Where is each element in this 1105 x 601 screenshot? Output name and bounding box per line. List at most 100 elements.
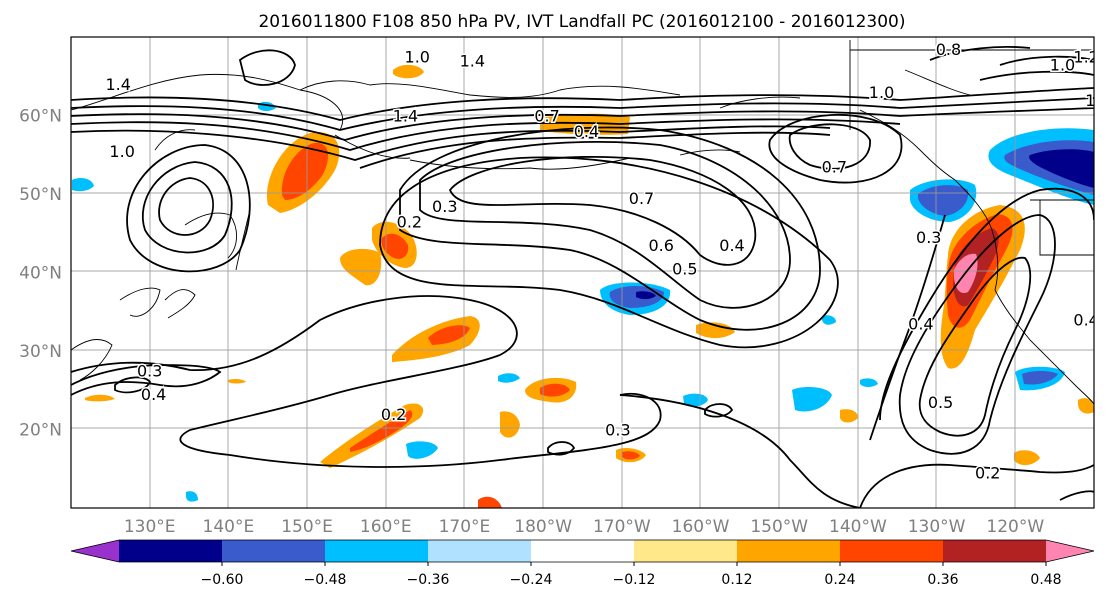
contour-label: 0.2 — [397, 212, 422, 231]
lat-label: 50°N — [19, 185, 62, 205]
contour-line — [929, 46, 1031, 61]
contour-label: 0.7 — [822, 158, 847, 177]
contour-label: 0.6 — [648, 236, 673, 255]
colorbar-swatch — [531, 540, 635, 562]
figure-title: 2016011800 F108 850 hPa PV, IVT Landfall… — [258, 12, 905, 32]
contour-line — [71, 118, 901, 151]
contour-line — [71, 97, 1094, 131]
contour-label-halo: 0.2 — [975, 464, 1000, 483]
map-frame — [70, 36, 1095, 509]
contour-label-halo: 0.4 — [719, 236, 744, 255]
positive-anomaly-core — [622, 451, 640, 460]
colorbar-swatch — [1046, 540, 1094, 562]
contour-label-halo: 0.8 — [936, 40, 961, 59]
contour-line — [898, 214, 1056, 455]
contour-label: 1.0 — [1050, 55, 1075, 74]
lon-label: 180°W — [514, 517, 572, 537]
contour-line — [869, 214, 946, 441]
colorbar-swatch — [943, 540, 1047, 562]
coastlines — [71, 40, 1094, 406]
colorbar-tick-label: 0.12 — [721, 572, 752, 588]
contour-label: 0.2 — [975, 464, 1000, 483]
positive-anomaly-patch — [840, 409, 858, 423]
positive-anomaly-patch — [1078, 398, 1094, 414]
positive-anomaly-patch — [228, 378, 246, 384]
contour-label-halo: 0.4 — [574, 122, 599, 141]
contour-label-halo: 0.4 — [1073, 311, 1098, 330]
negative-anomaly-patch — [860, 378, 878, 387]
lat-label: 60°N — [19, 107, 62, 127]
colorbar-tick-label: −0.12 — [613, 572, 656, 588]
contour-label-halo: 1.4 — [393, 107, 418, 126]
colorbar-tick-label: −0.48 — [304, 572, 347, 588]
colorbar-tick-label: 0.24 — [824, 572, 855, 588]
contour-label: 1.4 — [1085, 91, 1105, 110]
contour-label: 0.8 — [936, 40, 961, 59]
positive-anomaly-patch — [1014, 450, 1040, 466]
negative-anomaly-patch — [498, 373, 520, 383]
contour-label-halo: 0.6 — [648, 236, 673, 255]
longitude-labels: 130°E 140°E 150°E 160°E 170°E 180°W 170°W 160°W… — [124, 517, 1045, 537]
contour-label-halo: 0.5 — [672, 260, 697, 279]
colorbar-swatch — [737, 540, 841, 562]
negative-anomaly-patch — [186, 491, 198, 502]
contour-line — [999, 55, 1094, 66]
contour-line — [379, 156, 839, 349]
contour-line — [238, 49, 296, 86]
contour-label-halo: 0.5 — [928, 393, 953, 412]
positive-anomaly-core — [350, 410, 413, 452]
contour-label: 0.4 — [719, 236, 744, 255]
lon-label: 170°W — [593, 517, 651, 537]
positive-anomaly-patch — [478, 496, 502, 508]
negative-anomaly-patch — [683, 393, 708, 407]
lon-label: 160°E — [360, 517, 412, 537]
contour-label: 0.3 — [916, 228, 941, 247]
contour-line — [918, 256, 1032, 437]
pv-contours — [71, 46, 1094, 508]
positive-anomaly-patch — [85, 394, 115, 402]
contour-label-halo: 0.7 — [534, 107, 559, 126]
contour-label-halo: 1.0 — [1050, 55, 1075, 74]
contour-line — [419, 141, 791, 309]
contour-label: 1.4 — [105, 75, 130, 94]
contour-label-halo: 1.0 — [405, 48, 430, 67]
contour-label: 1.4 — [393, 107, 418, 126]
colorbar-tick-label: 0.48 — [1030, 572, 1061, 588]
contour-label: 1.0 — [869, 83, 894, 102]
contour-label-halo: 0.7 — [822, 158, 847, 177]
contour-label: 0.5 — [672, 260, 697, 279]
colorbar-tick-label: −0.24 — [510, 572, 553, 588]
map-panel: 1.41.41.01.01.01.0 1.41.41.41.4 0.70.70.40… — [71, 37, 1105, 508]
contour-label-halo: 0.7 — [629, 189, 654, 208]
contour-label: 1.0 — [405, 48, 430, 67]
contour-label: 0.3 — [137, 362, 162, 381]
negative-anomaly-patch — [72, 178, 94, 192]
contour-line — [879, 187, 1094, 421]
negative-anomaly-patch — [406, 441, 438, 459]
contour-label: 0.2 — [381, 405, 406, 424]
contour-line — [704, 403, 734, 418]
lon-label: 140°E — [203, 517, 255, 537]
contour-line — [399, 126, 821, 331]
contour-line — [126, 144, 251, 273]
contour-label-halo: 0.4 — [908, 315, 933, 334]
contour-line — [1059, 490, 1094, 501]
colorbar-swatch — [71, 540, 119, 562]
positive-anomaly-patch — [696, 322, 735, 339]
contour-label-halo: 1.4 — [460, 52, 485, 71]
contour-line — [979, 70, 1094, 81]
positive-anomaly-core — [428, 325, 470, 345]
contour-label: 0.7 — [629, 189, 654, 208]
contour-line — [71, 107, 1094, 141]
lat-label: 20°N — [19, 421, 62, 441]
colorbar-swatch — [634, 540, 738, 562]
positive-anomaly-core — [381, 233, 409, 259]
contour-label: 1.4 — [460, 52, 485, 71]
positive-anomaly-patch — [500, 411, 520, 438]
contour-line — [71, 364, 222, 396]
lon-label: 140°W — [829, 517, 887, 537]
contour-line — [547, 441, 576, 456]
latitude-labels: 60°N 50°N 40°N 30°N 20°N — [19, 107, 62, 441]
contour-label: 0.7 — [534, 107, 559, 126]
